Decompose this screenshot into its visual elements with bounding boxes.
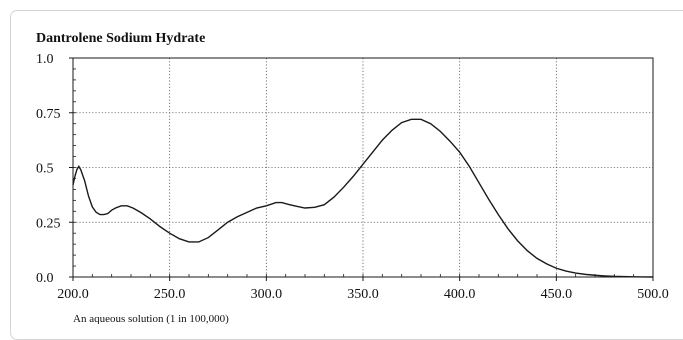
x-tick-label: 250.0	[154, 287, 186, 302]
y-tick-label: 1.0	[36, 52, 54, 67]
x-tick-label: 450.0	[541, 287, 573, 302]
x-tick-label: 400.0	[444, 287, 476, 302]
chart-caption: An aqueous solution (1 in 100,000)	[73, 313, 229, 324]
y-tick-label: 0.25	[36, 216, 61, 231]
x-tick-label: 300.0	[251, 287, 283, 302]
absorbance-curve	[72, 118, 654, 278]
chart-title: Dantrolene Sodium Hydrate	[36, 31, 205, 46]
spectrum-chart: Dantrolene Sodium Hydrate 200.0 250.0 300.…	[36, 31, 669, 324]
y-tick-label: 0.75	[36, 107, 61, 122]
grid-lines	[73, 58, 653, 277]
y-tick-label: 0.5	[36, 162, 54, 177]
x-axis-ticks: 200.0 250.0 300.0 350.0 400.0 450.0 500.0	[57, 277, 669, 302]
y-axis-ticks: 0.0 0.25 0.5 0.75 1.0	[36, 52, 73, 286]
x-tick-label: 200.0	[57, 287, 89, 302]
figure-frame	[10, 10, 683, 340]
x-tick-label: 350.0	[347, 287, 379, 302]
x-tick-label: 500.0	[637, 287, 669, 302]
y-tick-label: 0.0	[36, 271, 54, 286]
